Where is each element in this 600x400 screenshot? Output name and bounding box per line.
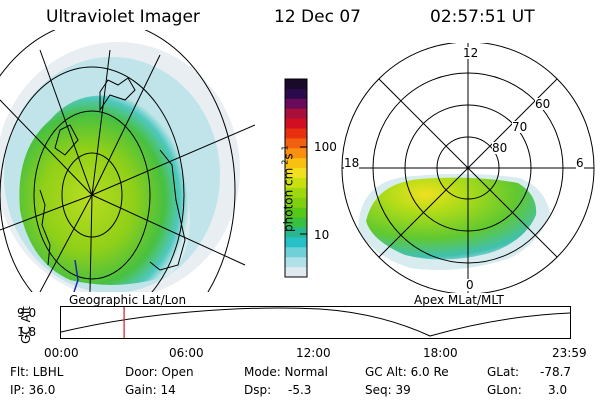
colorbar-segment (285, 148, 307, 159)
timeline-xtick-1800: 18:00 (423, 346, 458, 360)
instrument-title: Ultraviolet Imager (46, 7, 200, 27)
mlat-label-80: 80 (492, 141, 508, 155)
magnetic-map-label: Apex MLat/MLT (414, 293, 504, 307)
timeline-xtick-2359: 23:59 (552, 346, 587, 360)
colorbar-segment (285, 79, 307, 90)
colorbar-segment (285, 197, 307, 209)
door-status: Door: Open (125, 365, 194, 379)
colorbar (284, 78, 308, 278)
colorbar-segment (285, 237, 307, 248)
glon-value: 3.0 (548, 383, 568, 397)
colorbar-segment (285, 88, 307, 100)
mlt-label-0: 0 (466, 278, 474, 292)
mlt-label-18: 18 (344, 156, 360, 170)
colorbar-tick-100: 100 (314, 140, 337, 154)
glat-value: -78.7 (540, 365, 572, 379)
dsp-value: -5.3 (288, 383, 312, 397)
colorbar-segment (285, 257, 307, 268)
colorbar-segment (285, 217, 307, 228)
colorbar-segment (285, 247, 307, 258)
geographic-map (0, 30, 255, 292)
mlt-label-12: 12 (463, 46, 479, 60)
colorbar-segment (285, 108, 307, 120)
filter-status: Flt: LBHL (10, 365, 64, 379)
mlat-label-70: 70 (512, 120, 528, 134)
colorbar-segment (285, 227, 307, 238)
mlat-label-60: 60 (535, 97, 551, 111)
altitude-timeline (60, 306, 571, 339)
colorbar-segment (285, 138, 307, 149)
ip-status: IP: 36.0 (10, 383, 56, 397)
colorbar-segment (285, 168, 307, 179)
seq-status: Seq: 39 (365, 383, 411, 397)
colorbar-label: photon cm-2s-1 (280, 145, 296, 232)
timeline-xtick-1200: 12:00 (296, 346, 331, 360)
colorbar-segment (285, 98, 307, 110)
colorbar-segment (285, 178, 307, 189)
colorbar-segment (285, 118, 307, 129)
timeline-ytick-bottom: 1.8 (17, 325, 37, 339)
colorbar-segment (285, 267, 307, 278)
colorbar-segment (285, 207, 307, 219)
glat-label: GLat: (487, 365, 520, 379)
magnetic-polar-plot (341, 43, 595, 293)
timeline-xtick-0000: 00:00 (44, 346, 79, 360)
geographic-map-label: Geographic Lat/Lon (69, 293, 187, 307)
colorbar-tick-10: 10 (314, 228, 330, 242)
timeline-ytick-top: 9.0 (17, 306, 37, 320)
dsp-label: Dsp: (244, 383, 272, 397)
time-label: 02:57:51 UT (430, 7, 535, 27)
timeline-xtick-0600: 06:00 (169, 346, 204, 360)
date-label: 12 Dec 07 (274, 7, 361, 27)
colorbar-segment (285, 128, 307, 139)
colorbar-segment (285, 187, 307, 199)
gc-alt-status: GC Alt: 6.0 Re (365, 365, 449, 379)
mlt-label-6: 6 (576, 156, 584, 170)
mode-status: Mode: Normal (244, 365, 328, 379)
colorbar-segment (285, 158, 307, 169)
gain-status: Gain: 14 (125, 383, 176, 397)
glon-label: GLon: (487, 383, 522, 397)
